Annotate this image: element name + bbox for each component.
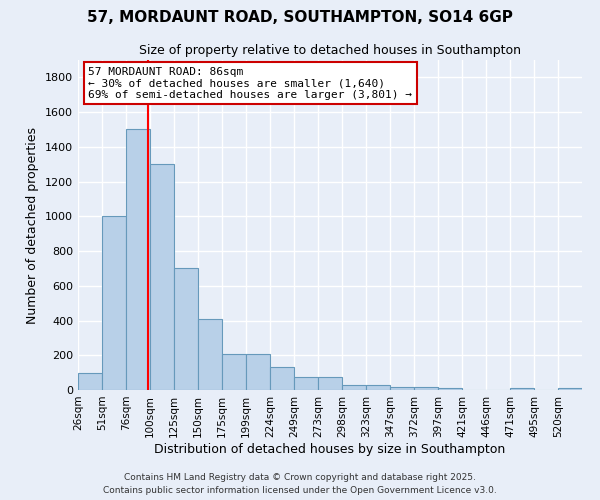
- X-axis label: Distribution of detached houses by size in Southampton: Distribution of detached houses by size …: [154, 442, 506, 456]
- Bar: [174, 268, 198, 390]
- Bar: [78, 372, 102, 390]
- Bar: [126, 130, 150, 390]
- Bar: [222, 354, 246, 390]
- Bar: [510, 388, 534, 390]
- Bar: [270, 366, 294, 390]
- Bar: [102, 216, 126, 390]
- Text: Contains HM Land Registry data © Crown copyright and database right 2025.
Contai: Contains HM Land Registry data © Crown c…: [103, 474, 497, 495]
- Bar: [318, 377, 342, 390]
- Bar: [150, 164, 174, 390]
- Text: 57, MORDAUNT ROAD, SOUTHAMPTON, SO14 6GP: 57, MORDAUNT ROAD, SOUTHAMPTON, SO14 6GP: [87, 10, 513, 25]
- Bar: [414, 386, 438, 390]
- Bar: [558, 388, 582, 390]
- Bar: [246, 354, 270, 390]
- Bar: [198, 319, 222, 390]
- Bar: [390, 386, 414, 390]
- Bar: [294, 377, 318, 390]
- Bar: [366, 385, 390, 390]
- Bar: [342, 385, 366, 390]
- Text: 57 MORDAUNT ROAD: 86sqm
← 30% of detached houses are smaller (1,640)
69% of semi: 57 MORDAUNT ROAD: 86sqm ← 30% of detache…: [88, 66, 412, 100]
- Bar: [438, 388, 462, 390]
- Title: Size of property relative to detached houses in Southampton: Size of property relative to detached ho…: [139, 44, 521, 58]
- Y-axis label: Number of detached properties: Number of detached properties: [26, 126, 40, 324]
